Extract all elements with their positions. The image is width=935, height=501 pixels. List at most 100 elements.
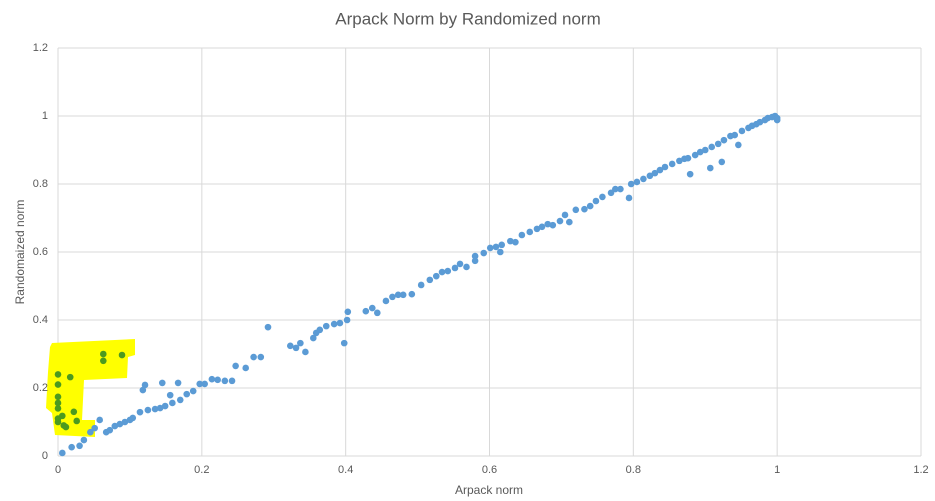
y-tick-label: 0.2 — [33, 382, 48, 394]
point — [286, 342, 294, 350]
point — [735, 141, 742, 149]
point — [471, 252, 479, 260]
point — [471, 257, 479, 265]
point — [257, 353, 265, 361]
point — [661, 163, 669, 171]
point — [656, 166, 664, 174]
point — [343, 316, 351, 324]
point — [720, 136, 728, 144]
highlight — [46, 339, 135, 437]
point — [518, 231, 526, 239]
y-tick-label: 0 — [42, 450, 48, 462]
point — [100, 350, 107, 358]
point — [526, 228, 534, 236]
y-tick-label: 0.8 — [33, 178, 48, 190]
point — [228, 377, 236, 385]
point — [174, 379, 182, 387]
point — [625, 194, 633, 202]
x-tick-label: 0.6 — [482, 464, 497, 476]
point — [161, 402, 169, 410]
point — [368, 304, 376, 312]
point — [651, 169, 659, 177]
point — [302, 348, 309, 356]
point — [492, 243, 500, 251]
point — [141, 381, 149, 389]
point — [731, 131, 739, 139]
point — [389, 293, 396, 301]
point — [100, 357, 107, 365]
point — [676, 157, 683, 165]
x-axis-label: Arpack norm — [455, 483, 523, 497]
point — [496, 248, 504, 256]
point — [73, 417, 80, 425]
point — [640, 175, 647, 183]
point — [586, 202, 594, 210]
point — [718, 158, 726, 166]
x-tick-label: 1.2 — [913, 464, 928, 476]
point — [507, 237, 514, 245]
point — [118, 351, 126, 359]
point — [592, 197, 600, 205]
point — [91, 424, 98, 432]
y-tick-label: 0.4 — [33, 314, 48, 326]
point — [456, 260, 464, 268]
point — [214, 376, 221, 384]
point — [156, 404, 164, 412]
point — [706, 164, 714, 172]
point — [684, 154, 692, 162]
point — [646, 172, 654, 180]
point — [232, 362, 239, 370]
point — [54, 418, 62, 426]
point — [129, 414, 137, 422]
point — [696, 148, 704, 156]
point — [201, 380, 209, 388]
point — [116, 420, 124, 428]
point — [444, 267, 452, 275]
point — [70, 408, 78, 416]
y-tick-label: 0.6 — [33, 246, 48, 258]
point — [612, 185, 619, 193]
point — [144, 406, 152, 414]
point — [54, 399, 62, 407]
point — [158, 379, 166, 387]
point — [617, 185, 624, 193]
point — [221, 377, 229, 385]
point — [208, 375, 216, 383]
point — [54, 405, 62, 412]
point — [336, 319, 344, 327]
point — [176, 396, 184, 404]
point — [139, 386, 147, 394]
point — [344, 308, 352, 316]
point — [607, 189, 615, 197]
point — [417, 281, 425, 289]
point — [451, 264, 459, 272]
point — [394, 291, 402, 299]
point — [538, 223, 546, 231]
point — [54, 371, 62, 378]
point — [111, 422, 119, 430]
point — [633, 178, 641, 186]
point — [627, 180, 635, 188]
point — [196, 380, 203, 388]
point — [340, 339, 348, 347]
point — [480, 249, 488, 257]
x-tick-label: 0.8 — [626, 464, 641, 476]
point — [76, 442, 83, 450]
point — [80, 436, 88, 444]
point — [62, 423, 70, 431]
point — [297, 339, 304, 347]
point — [498, 241, 506, 249]
point — [189, 387, 197, 395]
y-axis-label: Randomaized norm — [13, 200, 27, 305]
point — [432, 272, 440, 280]
point — [399, 291, 407, 299]
point — [316, 326, 324, 334]
point — [310, 334, 317, 342]
point — [121, 418, 129, 426]
point — [668, 160, 676, 168]
chart-title: Arpack Norm by Randomized norm — [335, 9, 600, 28]
point — [59, 412, 66, 420]
point — [549, 221, 557, 229]
